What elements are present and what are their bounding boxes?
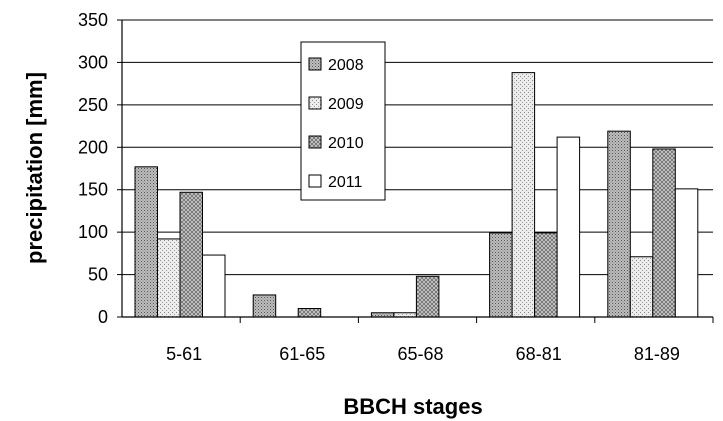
legend: 2008 2009 2010 2011 bbox=[300, 41, 386, 201]
bar-2010-65-68 bbox=[415, 275, 440, 318]
y-tick-label: 350 bbox=[78, 10, 108, 30]
legend-swatch bbox=[308, 57, 322, 71]
y-tick-labels: 0 50 100 150 200 250 300 350 bbox=[78, 10, 108, 327]
y-axis-title: precipitation [mm] bbox=[22, 72, 47, 264]
y-tick-label: 250 bbox=[78, 95, 108, 115]
x-tick-labels: 5-61 61-65 65-68 68-81 81-89 bbox=[166, 344, 680, 364]
bar-2010-68-81 bbox=[534, 232, 558, 318]
bar-2008-61-65 bbox=[252, 294, 277, 318]
x-tick-label: 81-89 bbox=[634, 344, 680, 364]
bar-2008-81-89 bbox=[607, 130, 631, 318]
x-tick-label: 61-65 bbox=[279, 344, 325, 364]
bar-2008-65-68 bbox=[370, 312, 395, 318]
y-tick-label: 100 bbox=[78, 222, 108, 242]
legend-box bbox=[300, 41, 386, 201]
bar-2008-68-81 bbox=[489, 232, 513, 318]
y-tick-label: 300 bbox=[78, 52, 108, 72]
bar-2010-81-89 bbox=[652, 148, 676, 318]
bar-2009-5-61 bbox=[157, 238, 181, 318]
legend-label: 2010 bbox=[328, 135, 364, 152]
legend-label: 2009 bbox=[328, 96, 364, 113]
bar-2009-65-68 bbox=[393, 312, 417, 318]
bar-2011-5-61 bbox=[202, 254, 226, 318]
bars bbox=[134, 72, 699, 318]
legend-swatch bbox=[308, 96, 322, 110]
legend-swatch bbox=[308, 174, 322, 188]
y-tick-label: 50 bbox=[88, 265, 108, 285]
x-tick-label: 65-68 bbox=[397, 344, 443, 364]
y-tick-label: 0 bbox=[98, 307, 108, 327]
legend-label: 2011 bbox=[328, 174, 363, 191]
legend-swatch bbox=[308, 135, 322, 149]
bar-2009-68-81 bbox=[511, 72, 536, 318]
bar-2011-81-89 bbox=[674, 188, 699, 318]
legend-label: 2008 bbox=[328, 57, 364, 74]
bar-2010-5-61 bbox=[179, 191, 203, 318]
y-tick-label: 150 bbox=[78, 180, 108, 200]
x-tick-label: 5-61 bbox=[166, 344, 202, 364]
bar-2009-81-89 bbox=[629, 256, 654, 318]
bar-2008-5-61 bbox=[134, 166, 158, 318]
bar-2010-61-65 bbox=[297, 308, 322, 318]
y-tick-label: 200 bbox=[78, 137, 108, 157]
x-axis-title: BBCH stages bbox=[343, 394, 482, 419]
x-tick-label: 68-81 bbox=[516, 344, 562, 364]
axes bbox=[121, 20, 714, 323]
bar-2011-68-81 bbox=[556, 136, 581, 318]
